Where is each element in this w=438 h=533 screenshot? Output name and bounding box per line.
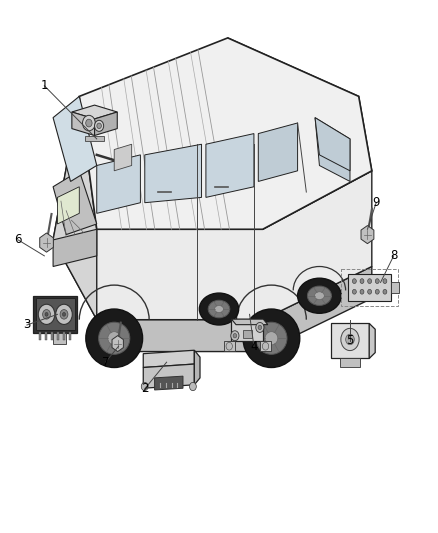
Polygon shape	[72, 105, 117, 119]
Polygon shape	[143, 350, 194, 368]
Circle shape	[226, 342, 233, 350]
Polygon shape	[114, 144, 132, 171]
Ellipse shape	[199, 293, 239, 325]
Polygon shape	[57, 187, 79, 224]
Ellipse shape	[86, 309, 143, 368]
Polygon shape	[369, 324, 375, 359]
Polygon shape	[35, 298, 75, 330]
Bar	[45, 332, 47, 340]
Polygon shape	[228, 38, 372, 229]
Polygon shape	[53, 229, 97, 266]
Polygon shape	[53, 171, 97, 235]
Polygon shape	[112, 336, 124, 352]
Ellipse shape	[256, 322, 287, 354]
Polygon shape	[258, 123, 297, 181]
Circle shape	[353, 279, 357, 284]
Ellipse shape	[243, 309, 300, 368]
Text: 2: 2	[141, 382, 148, 395]
Polygon shape	[340, 359, 360, 367]
Ellipse shape	[108, 332, 120, 345]
Circle shape	[86, 119, 92, 127]
Circle shape	[95, 120, 104, 131]
Polygon shape	[40, 233, 53, 252]
Polygon shape	[85, 135, 104, 141]
Circle shape	[231, 331, 239, 341]
Circle shape	[258, 325, 261, 329]
Text: 9: 9	[372, 196, 380, 209]
Polygon shape	[331, 324, 369, 359]
Circle shape	[360, 279, 364, 284]
Polygon shape	[72, 112, 95, 135]
Polygon shape	[155, 376, 183, 390]
Circle shape	[97, 123, 101, 128]
Polygon shape	[232, 319, 268, 325]
Polygon shape	[392, 282, 399, 293]
Circle shape	[38, 304, 55, 325]
Text: 3: 3	[23, 319, 31, 332]
Bar	[39, 332, 41, 340]
Circle shape	[353, 289, 357, 294]
Text: 5: 5	[346, 334, 353, 348]
Polygon shape	[145, 144, 201, 203]
Circle shape	[45, 312, 48, 316]
Ellipse shape	[265, 332, 278, 345]
Circle shape	[375, 289, 379, 294]
Polygon shape	[143, 364, 194, 388]
Circle shape	[262, 342, 269, 350]
Ellipse shape	[314, 292, 324, 300]
Polygon shape	[194, 350, 200, 385]
Polygon shape	[95, 112, 117, 135]
Polygon shape	[315, 118, 350, 171]
Circle shape	[367, 289, 371, 294]
Text: 1: 1	[41, 79, 48, 92]
Circle shape	[233, 334, 237, 338]
Ellipse shape	[297, 278, 341, 313]
Circle shape	[82, 115, 95, 131]
Polygon shape	[53, 96, 372, 320]
Polygon shape	[53, 333, 66, 344]
Polygon shape	[97, 266, 372, 352]
Polygon shape	[53, 96, 97, 181]
Polygon shape	[33, 296, 77, 333]
Ellipse shape	[215, 305, 223, 313]
Bar	[57, 332, 59, 340]
Polygon shape	[79, 38, 372, 229]
Circle shape	[190, 382, 196, 391]
Ellipse shape	[99, 322, 130, 354]
Circle shape	[383, 279, 387, 284]
Circle shape	[60, 310, 68, 319]
Circle shape	[383, 289, 387, 294]
Circle shape	[56, 304, 72, 325]
Polygon shape	[361, 225, 374, 244]
Polygon shape	[348, 274, 392, 301]
Polygon shape	[206, 134, 254, 197]
Bar	[51, 332, 53, 340]
Bar	[69, 332, 71, 340]
Circle shape	[141, 382, 148, 391]
Polygon shape	[260, 341, 271, 351]
Ellipse shape	[307, 286, 332, 305]
Circle shape	[256, 322, 264, 333]
Polygon shape	[232, 319, 263, 341]
Polygon shape	[53, 96, 97, 320]
Circle shape	[375, 279, 379, 284]
Circle shape	[42, 310, 50, 319]
Text: 4: 4	[250, 340, 258, 353]
Ellipse shape	[208, 300, 230, 318]
Polygon shape	[97, 155, 141, 213]
Polygon shape	[223, 341, 235, 351]
Circle shape	[346, 334, 354, 345]
Polygon shape	[243, 330, 252, 338]
Circle shape	[367, 279, 371, 284]
Text: 6: 6	[14, 233, 22, 246]
Circle shape	[360, 289, 364, 294]
Text: 8: 8	[390, 249, 397, 262]
Circle shape	[63, 312, 66, 316]
Polygon shape	[315, 118, 350, 181]
Circle shape	[341, 328, 359, 351]
Text: 7: 7	[102, 356, 109, 369]
Bar	[63, 332, 65, 340]
